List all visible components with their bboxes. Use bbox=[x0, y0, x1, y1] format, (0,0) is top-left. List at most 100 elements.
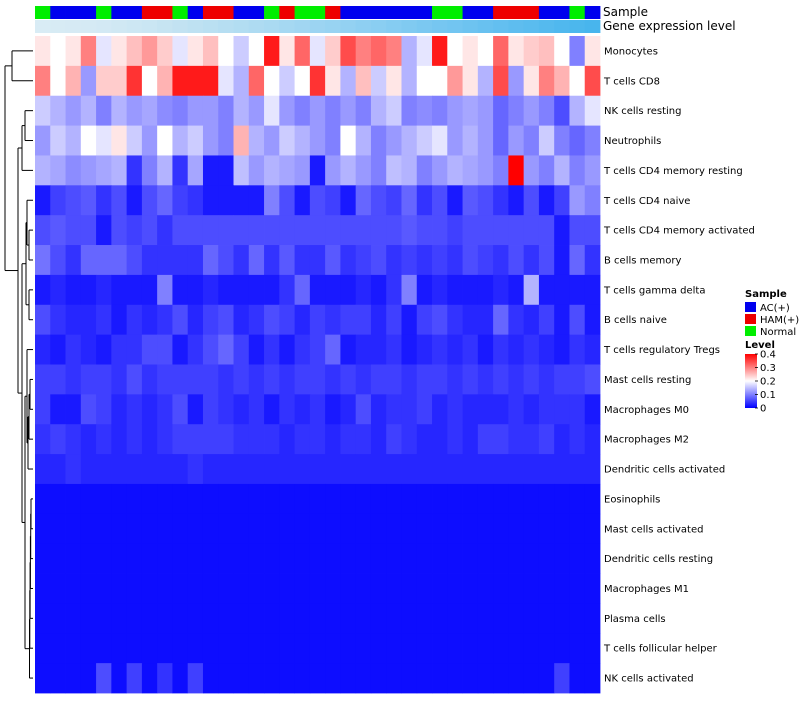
heatmap-cell bbox=[554, 454, 570, 485]
heatmap-cell bbox=[538, 454, 555, 485]
heatmap-cell bbox=[584, 454, 601, 485]
expression-annotation-cell bbox=[187, 20, 204, 33]
heatmap-cell bbox=[50, 274, 66, 306]
heatmap-cell bbox=[157, 394, 173, 425]
heatmap-cell bbox=[508, 513, 525, 545]
heatmap-cell bbox=[187, 304, 204, 336]
heatmap-cell bbox=[157, 215, 173, 246]
heatmap-cell bbox=[432, 543, 448, 574]
heatmap-cell bbox=[248, 65, 265, 97]
heatmap-cell bbox=[279, 36, 295, 67]
row-label: T cells regulatory Tregs bbox=[603, 345, 720, 356]
heatmap-cell bbox=[157, 185, 173, 216]
legend: Sample AC(+)HAM(+)Normal Level 0.4 0.3 0.2… bbox=[745, 289, 799, 415]
heatmap-cell bbox=[279, 513, 295, 545]
heatmap-cell bbox=[325, 483, 341, 515]
heatmap-cell bbox=[309, 95, 326, 126]
heatmap-cell bbox=[554, 215, 570, 246]
heatmap-cell bbox=[279, 633, 295, 664]
heatmap-cell bbox=[187, 215, 204, 246]
heatmap-cell bbox=[538, 65, 555, 97]
heatmap-cell bbox=[141, 454, 158, 485]
heatmap-cell bbox=[264, 155, 280, 186]
heatmap-cell bbox=[248, 483, 265, 515]
row-label: T cells follicular helper bbox=[603, 644, 718, 655]
heatmap-cell bbox=[202, 304, 219, 336]
heatmap-cell bbox=[126, 125, 143, 156]
heatmap-cell bbox=[538, 215, 555, 246]
legend-sample-title: Sample bbox=[745, 289, 787, 300]
heatmap-cell bbox=[50, 663, 66, 694]
heatmap-cell bbox=[233, 633, 250, 664]
heatmap-cell bbox=[340, 65, 357, 97]
heatmap-cell bbox=[569, 663, 586, 694]
expression-annotation-label: Gene expression level bbox=[603, 19, 736, 33]
heatmap-cell bbox=[477, 334, 494, 365]
heatmap-cell bbox=[340, 663, 357, 694]
heatmap-cell bbox=[401, 454, 418, 485]
heatmap-cell bbox=[141, 424, 158, 455]
expression-annotation-cell bbox=[370, 20, 387, 33]
heatmap-cell bbox=[401, 185, 418, 216]
sample-annotation-cell bbox=[126, 6, 143, 19]
heatmap-cell bbox=[416, 424, 433, 455]
heatmap-cell bbox=[157, 245, 173, 276]
heatmap-cell bbox=[416, 65, 433, 97]
heatmap-cell bbox=[447, 513, 463, 545]
heatmap-cell bbox=[96, 454, 112, 485]
heatmap-cell bbox=[508, 155, 525, 186]
heatmap-cell bbox=[340, 36, 357, 67]
heatmap-cell bbox=[126, 513, 143, 545]
heatmap-cell bbox=[35, 274, 51, 306]
heatmap-cell bbox=[523, 95, 540, 126]
sample-annotation-cell bbox=[447, 6, 463, 19]
heatmap-cell bbox=[279, 215, 295, 246]
heatmap-cell bbox=[233, 573, 250, 604]
heatmap-cell bbox=[569, 513, 586, 545]
heatmap-cell bbox=[80, 334, 97, 365]
heatmap-cell bbox=[294, 483, 311, 515]
heatmap-cell bbox=[172, 543, 189, 574]
heatmap-cell bbox=[370, 603, 387, 634]
heatmap-cell bbox=[416, 543, 433, 574]
heatmap-cell bbox=[554, 245, 570, 276]
heatmap-cell bbox=[462, 65, 479, 97]
heatmap-cell bbox=[141, 603, 158, 634]
heatmap-cell bbox=[538, 125, 555, 156]
heatmap-cell bbox=[187, 155, 204, 186]
heatmap-cell bbox=[80, 424, 97, 455]
heatmap-cell bbox=[386, 543, 402, 574]
heatmap-cell bbox=[355, 155, 372, 186]
heatmap-cell bbox=[126, 304, 143, 336]
heatmap-cell bbox=[584, 394, 601, 425]
expression-annotation-cell bbox=[569, 20, 586, 33]
heatmap-cell bbox=[50, 513, 66, 545]
heatmap-cell bbox=[523, 603, 540, 634]
heatmap-cell bbox=[264, 663, 280, 694]
heatmap-cell bbox=[65, 125, 82, 156]
row-label: Dendritic cells resting bbox=[604, 554, 713, 565]
heatmap-cell bbox=[538, 364, 555, 395]
heatmap-cell bbox=[65, 304, 82, 336]
heatmap-cell bbox=[141, 185, 158, 216]
heatmap-cell bbox=[264, 334, 280, 365]
heatmap-cell bbox=[401, 424, 418, 455]
heatmap-cell bbox=[187, 334, 204, 365]
heatmap-cell bbox=[35, 334, 51, 365]
sample-annotation-cell bbox=[370, 6, 387, 19]
expression-annotation-cell bbox=[508, 20, 525, 33]
heatmap-cell bbox=[340, 454, 357, 485]
heatmap-cell bbox=[172, 155, 189, 186]
heatmap-cell bbox=[493, 454, 509, 485]
heatmap-cell bbox=[340, 603, 357, 634]
expression-annotation-cell bbox=[218, 20, 234, 33]
heatmap-cell bbox=[401, 663, 418, 694]
heatmap-cell bbox=[584, 95, 601, 126]
heatmap-cell bbox=[248, 543, 265, 574]
heatmap-cell bbox=[187, 274, 204, 306]
heatmap-cell bbox=[126, 274, 143, 306]
heatmap-cell bbox=[462, 155, 479, 186]
heatmap-cell bbox=[569, 125, 586, 156]
heatmap-cell bbox=[325, 185, 341, 216]
